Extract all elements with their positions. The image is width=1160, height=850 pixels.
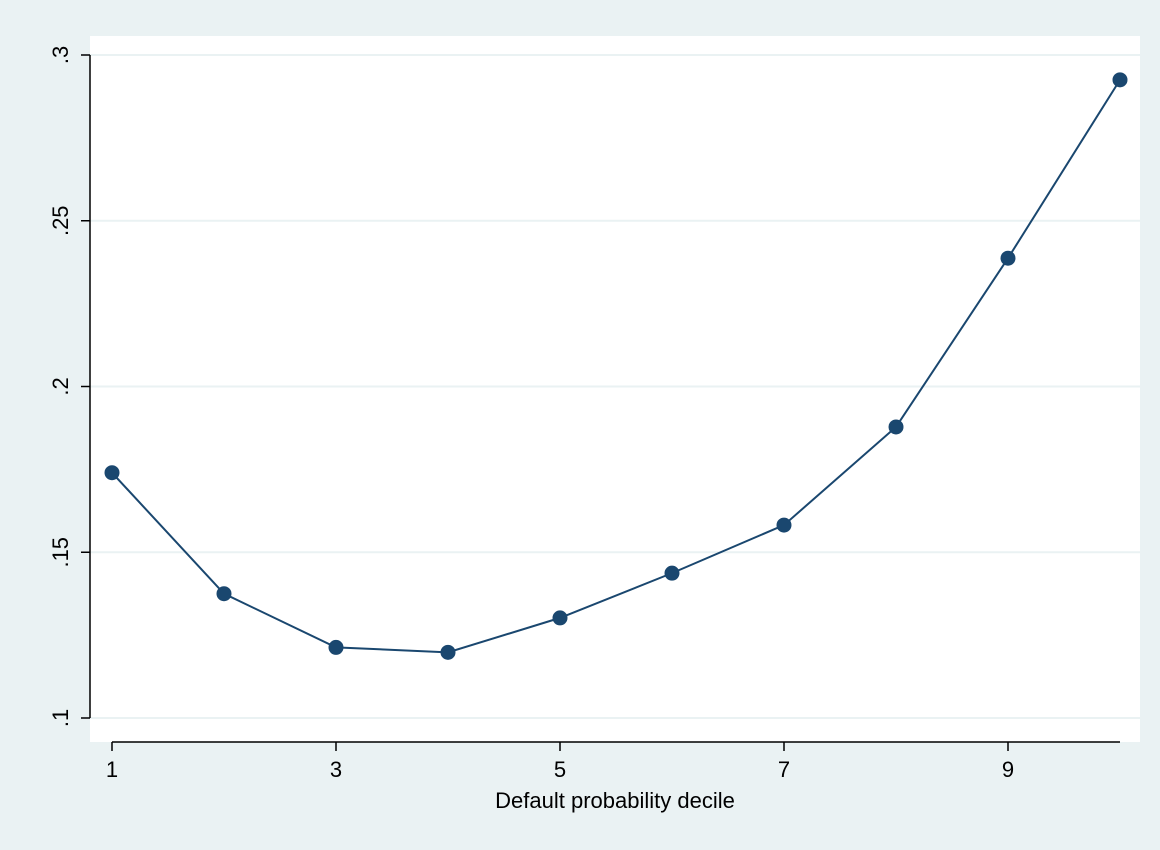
y-tick-label-1: .15 bbox=[48, 537, 73, 568]
x-tick-label-0: 1 bbox=[106, 757, 118, 782]
series-line-path bbox=[111, 79, 1121, 654]
x-tick-label-4: 9 bbox=[1002, 757, 1014, 782]
x-tick-label-1: 3 bbox=[330, 757, 342, 782]
y-tick-label-3: .25 bbox=[48, 205, 73, 236]
data-point-2 bbox=[328, 639, 344, 655]
data-point-5 bbox=[664, 565, 680, 581]
y-tick-label-2: .2 bbox=[48, 377, 73, 395]
data-point-8 bbox=[1000, 250, 1016, 266]
plot-area bbox=[90, 36, 1140, 742]
data-points bbox=[104, 72, 1128, 660]
data-point-0 bbox=[104, 465, 120, 481]
data-point-7 bbox=[888, 419, 904, 435]
data-point-9 bbox=[1112, 72, 1128, 88]
data-point-6 bbox=[776, 517, 792, 533]
x-axis-title: Default probability decile bbox=[495, 788, 735, 813]
y-tick-label-4: .3 bbox=[48, 46, 73, 64]
gridlines bbox=[90, 54, 1140, 719]
data-point-1 bbox=[216, 586, 232, 602]
x-tick-label-2: 5 bbox=[554, 757, 566, 782]
data-point-3 bbox=[440, 644, 456, 660]
data-point-4 bbox=[552, 610, 568, 626]
series-line bbox=[111, 79, 1121, 654]
x-tick-label-3: 7 bbox=[778, 757, 790, 782]
axes: .1 .15 .2 .25 .3 1 3 5 7 9 bbox=[48, 46, 1120, 782]
y-tick-label-0: .1 bbox=[48, 709, 73, 727]
